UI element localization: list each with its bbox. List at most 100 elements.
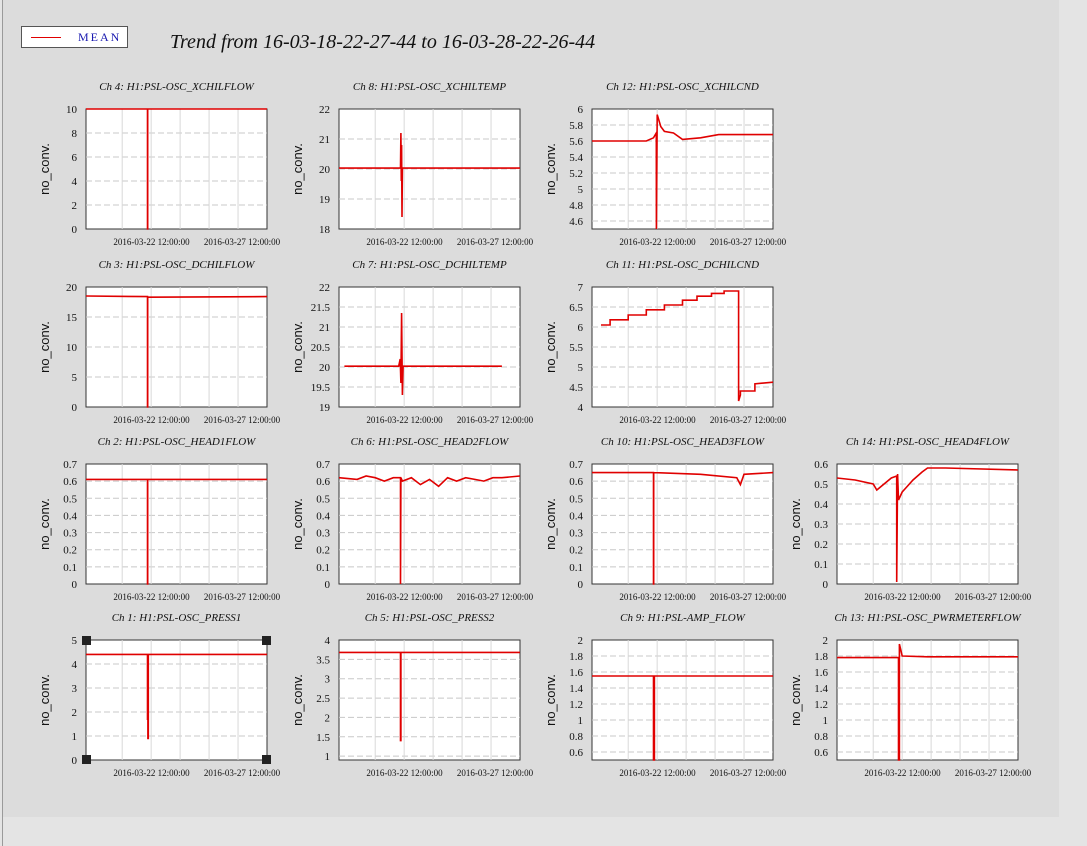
x-tick-label: 2016-03-22 12:00:00 <box>113 415 190 425</box>
y-axis-label: no_conv. <box>788 498 803 550</box>
y-tick-label: 20 <box>66 282 78 294</box>
y-tick-label: 20.5 <box>311 342 331 354</box>
y-tick-label: 22 <box>319 104 330 116</box>
trend-title: Trend from 16-03-18-22-27-44 to 16-03-28… <box>170 31 596 53</box>
chart-title: Ch 2: H1:PSL-OSC_HEAD1FLOW <box>98 436 256 448</box>
series-line-mean <box>86 478 267 585</box>
y-tick-label: 6 <box>578 104 584 116</box>
y-tick-label: 6 <box>578 322 584 334</box>
x-tick-label: 2016-03-22 12:00:00 <box>366 592 443 602</box>
chart-title: Ch 12: H1:PSL-OSC_XCHILCND <box>606 81 759 93</box>
y-tick-label: 4.8 <box>569 200 583 212</box>
series-line-mean <box>85 295 268 408</box>
y-tick-label: 1 <box>823 715 829 727</box>
selection-handle <box>82 755 91 764</box>
y-tick-label: 0.1 <box>316 562 330 574</box>
y-tick-label: 0.4 <box>316 510 330 522</box>
chart-4: Ch 3: H1:PSL-OSC_DCHILFLOW 0 5 10 15 20 2016-0… <box>37 259 281 425</box>
y-tick-label: 1.8 <box>569 651 583 663</box>
y-tick-label: 19 <box>319 194 331 206</box>
y-tick-label: 21 <box>319 134 330 146</box>
y-tick-label: 0.8 <box>569 731 583 743</box>
chart-10: Ch 14: H1:PSL-OSC_HEAD4FLOW 0 0.1 0.2 0.3 0.4… <box>788 436 1032 602</box>
y-tick-label: 0.7 <box>63 459 77 471</box>
plot-area <box>836 639 1019 761</box>
y-tick-label: 6 <box>72 152 78 164</box>
chart-11: Ch 1: H1:PSL-OSC_PRESS1 0 1 2 3 4 5 2016-03-22 … <box>37 612 281 778</box>
y-tick-label: 4.6 <box>569 216 583 228</box>
y-tick-label: 1.6 <box>814 667 828 679</box>
y-tick-label: 22 <box>319 282 330 294</box>
x-tick-label: 2016-03-22 12:00:00 <box>619 768 696 778</box>
y-tick-label: 5 <box>72 372 78 384</box>
y-tick-label: 5 <box>72 635 78 647</box>
x-tick-label: 2016-03-27 12:00:00 <box>955 768 1032 778</box>
x-tick-label: 2016-03-27 12:00:00 <box>457 415 534 425</box>
legend-line-swatch <box>31 37 61 38</box>
y-axis-label: no_conv. <box>290 143 305 195</box>
chart-12: Ch 5: H1:PSL-OSC_PRESS2 1 1.5 2 2.5 3 3.5 4 2016… <box>290 612 534 778</box>
y-tick-label: 4 <box>72 659 78 671</box>
x-tick-label: 2016-03-22 12:00:00 <box>619 415 696 425</box>
y-tick-label: 8 <box>72 128 78 140</box>
chart-title: Ch 9: H1:PSL-AMP_FLOW <box>620 612 745 624</box>
y-tick-label: 18 <box>319 224 331 236</box>
plot-area <box>591 108 774 230</box>
y-tick-label: 1.8 <box>814 651 828 663</box>
y-tick-label: 0.5 <box>569 493 583 505</box>
y-tick-label: 0.3 <box>63 528 77 540</box>
y-tick-label: 0.5 <box>814 479 828 491</box>
y-tick-label: 10 <box>66 342 78 354</box>
y-axis-label: no_conv. <box>37 143 52 195</box>
chart-1: Ch 4: H1:PSL-OSC_XCHILFLOW 0 2 4 6 8 10 2016-03… <box>37 81 281 247</box>
chart-8: Ch 6: H1:PSL-OSC_HEAD2FLOW 0 0.1 0.2 0.3 0.4 0… <box>290 436 534 602</box>
y-tick-label: 5.6 <box>569 136 583 148</box>
y-axis-label: no_conv. <box>37 498 52 550</box>
x-tick-label: 2016-03-22 12:00:00 <box>366 415 443 425</box>
x-tick-label: 2016-03-27 12:00:00 <box>710 768 787 778</box>
chart-title: Ch 10: H1:PSL-OSC_HEAD3FLOW <box>601 436 765 448</box>
x-tick-label: 2016-03-27 12:00:00 <box>710 237 787 247</box>
series-line-mean <box>339 132 520 218</box>
legend-label: MEAN <box>78 30 122 44</box>
y-tick-label: 0.6 <box>814 747 828 759</box>
y-tick-label: 0.1 <box>569 562 583 574</box>
y-tick-label: 1.4 <box>814 683 828 695</box>
y-tick-label: 21.5 <box>311 302 331 314</box>
chart-title: Ch 8: H1:PSL-OSC_XCHILTEMP <box>353 81 506 93</box>
plot-area <box>338 463 521 585</box>
y-tick-label: 1 <box>325 751 331 763</box>
series-line-mean <box>86 653 267 740</box>
chart-13: Ch 9: H1:PSL-AMP_FLOW 0.6 0.8 1 1.2 1.4 1.6 1.8… <box>543 612 787 778</box>
y-tick-label: 19 <box>319 402 331 414</box>
y-tick-label: 0 <box>72 402 78 414</box>
plot-area <box>85 108 268 230</box>
y-tick-label: 3 <box>72 683 78 695</box>
y-tick-label: 2 <box>578 635 584 647</box>
chart-3: Ch 12: H1:PSL-OSC_XCHILCND 4.6 4.8 5 5.2 5.4 5… <box>543 81 787 247</box>
y-tick-label: 5 <box>578 362 584 374</box>
chart-9: Ch 10: H1:PSL-OSC_HEAD3FLOW 0 0.1 0.2 0.3 0.4… <box>543 436 787 602</box>
chart-title: Ch 4: H1:PSL-OSC_XCHILFLOW <box>99 81 254 93</box>
x-tick-label: 2016-03-22 12:00:00 <box>113 768 190 778</box>
x-tick-label: 2016-03-22 12:00:00 <box>619 237 696 247</box>
y-axis-label: no_conv. <box>290 674 305 726</box>
chart-title: Ch 7: H1:PSL-OSC_DCHILTEMP <box>352 259 507 271</box>
y-tick-label: 2 <box>72 200 78 212</box>
y-tick-label: 0.4 <box>569 510 583 522</box>
x-tick-label: 2016-03-27 12:00:00 <box>204 415 281 425</box>
y-tick-label: 0.2 <box>63 545 77 557</box>
x-tick-label: 2016-03-22 12:00:00 <box>864 592 941 602</box>
y-tick-label: 0.6 <box>814 459 828 471</box>
y-tick-label: 0.8 <box>814 731 828 743</box>
y-tick-label: 10 <box>66 104 78 116</box>
y-tick-label: 4 <box>325 635 331 647</box>
y-tick-label: 5.2 <box>569 168 583 180</box>
y-tick-label: 0.3 <box>814 519 828 531</box>
y-tick-label: 19.5 <box>311 382 331 394</box>
y-tick-label: 3 <box>325 674 331 686</box>
y-tick-label: 7 <box>578 282 584 294</box>
x-tick-label: 2016-03-27 12:00:00 <box>457 237 534 247</box>
